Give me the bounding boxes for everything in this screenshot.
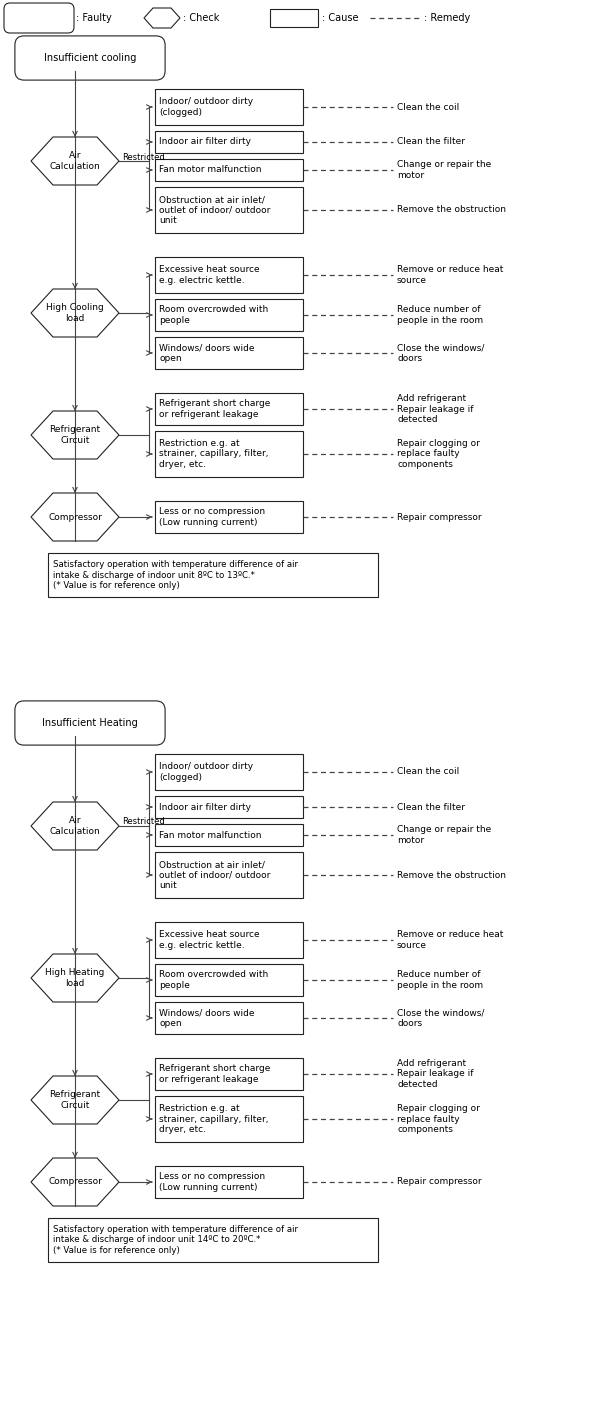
Text: Windows/ doors wide
open: Windows/ doors wide open <box>159 343 254 362</box>
Bar <box>155 188 303 233</box>
Text: Less or no compression
(Low running current): Less or no compression (Low running curr… <box>159 1172 265 1191</box>
Polygon shape <box>31 137 119 185</box>
Text: Clean the filter: Clean the filter <box>397 802 465 812</box>
Text: Compressor: Compressor <box>48 1177 102 1186</box>
Bar <box>155 501 303 533</box>
Text: Add refrigerant
Repair leakage if
detected: Add refrigerant Repair leakage if detect… <box>397 1059 473 1089</box>
Text: Refrigerant
Circuit: Refrigerant Circuit <box>50 426 101 444</box>
Text: Repair compressor: Repair compressor <box>397 1177 481 1186</box>
Text: Indoor air filter dirty: Indoor air filter dirty <box>159 802 251 812</box>
Text: Excessive heat source
e.g. electric kettle.: Excessive heat source e.g. electric kett… <box>159 265 260 285</box>
Polygon shape <box>31 802 119 850</box>
Text: Close the windows/
doors: Close the windows/ doors <box>397 1008 484 1028</box>
Text: Repair clogging or
replace faulty
components: Repair clogging or replace faulty compon… <box>397 439 480 470</box>
Text: Satisfactory operation with temperature difference of air
intake & discharge of : Satisfactory operation with temperature … <box>53 1225 298 1255</box>
Polygon shape <box>31 1158 119 1206</box>
Text: Clean the coil: Clean the coil <box>397 767 459 777</box>
Text: Room overcrowded with
people: Room overcrowded with people <box>159 306 268 324</box>
Text: Restriction e.g. at
strainer, capillary, filter,
dryer, etc.: Restriction e.g. at strainer, capillary,… <box>159 1104 268 1134</box>
Text: Fan motor malfunction: Fan motor malfunction <box>159 165 262 175</box>
Bar <box>155 1058 303 1090</box>
Text: Indoor air filter dirty: Indoor air filter dirty <box>159 138 251 147</box>
Text: Remove the obstruction: Remove the obstruction <box>397 206 506 214</box>
Text: Remove the obstruction: Remove the obstruction <box>397 870 506 880</box>
Text: Clean the coil: Clean the coil <box>397 103 459 111</box>
FancyBboxPatch shape <box>15 701 165 744</box>
Bar <box>155 754 303 790</box>
Polygon shape <box>31 289 119 337</box>
Text: Add refrigerant
Repair leakage if
detected: Add refrigerant Repair leakage if detect… <box>397 395 473 424</box>
Text: Obstruction at air inlet/
outlet of indoor/ outdoor
unit: Obstruction at air inlet/ outlet of indo… <box>159 195 270 226</box>
Text: Windows/ doors wide
open: Windows/ doors wide open <box>159 1008 254 1028</box>
Text: : Remedy: : Remedy <box>424 13 470 23</box>
Text: Insufficient cooling: Insufficient cooling <box>44 54 136 63</box>
Text: Obstruction at air inlet/
outlet of indoor/ outdoor
unit: Obstruction at air inlet/ outlet of indo… <box>159 860 270 890</box>
Bar <box>155 431 303 477</box>
Bar <box>155 393 303 424</box>
Text: Room overcrowded with
people: Room overcrowded with people <box>159 970 268 990</box>
Text: Remove or reduce heat
source: Remove or reduce heat source <box>397 265 503 285</box>
FancyBboxPatch shape <box>15 35 165 80</box>
Bar <box>155 964 303 995</box>
Bar <box>155 159 303 180</box>
Text: Restricted: Restricted <box>122 818 165 826</box>
Text: Close the windows/
doors: Close the windows/ doors <box>397 343 484 362</box>
Bar <box>155 1003 303 1034</box>
Text: High Cooling
load: High Cooling load <box>46 303 104 323</box>
Polygon shape <box>144 8 180 28</box>
Text: High Heating
load: High Heating load <box>45 969 105 987</box>
Bar <box>155 1096 303 1142</box>
Text: Reduce number of
people in the room: Reduce number of people in the room <box>397 306 483 324</box>
Text: Change or repair the
motor: Change or repair the motor <box>397 825 491 845</box>
Text: Fan motor malfunction: Fan motor malfunction <box>159 830 262 839</box>
Bar <box>155 797 303 818</box>
Polygon shape <box>31 493 119 541</box>
Text: Less or no compression
(Low running current): Less or no compression (Low running curr… <box>159 508 265 527</box>
Text: Compressor: Compressor <box>48 512 102 522</box>
Text: Restriction e.g. at
strainer, capillary, filter,
dryer, etc.: Restriction e.g. at strainer, capillary,… <box>159 439 268 470</box>
Text: Repair clogging or
replace faulty
components: Repair clogging or replace faulty compon… <box>397 1104 480 1134</box>
Text: Refrigerant
Circuit: Refrigerant Circuit <box>50 1090 101 1110</box>
Text: : Faulty: : Faulty <box>76 13 112 23</box>
Bar <box>155 852 303 898</box>
FancyBboxPatch shape <box>4 3 74 32</box>
Text: Air
Calculation: Air Calculation <box>50 816 100 836</box>
Polygon shape <box>31 1076 119 1124</box>
Text: Repair compressor: Repair compressor <box>397 512 481 522</box>
Text: Restricted: Restricted <box>122 152 165 162</box>
Bar <box>155 89 303 125</box>
Bar <box>155 337 303 369</box>
Text: Air
Calculation: Air Calculation <box>50 151 100 171</box>
Text: Refrigerant short charge
or refrigerant leakage: Refrigerant short charge or refrigerant … <box>159 1065 270 1084</box>
Text: Reduce number of
people in the room: Reduce number of people in the room <box>397 970 483 990</box>
Bar <box>155 823 303 846</box>
Text: : Cause: : Cause <box>322 13 359 23</box>
Bar <box>270 8 318 27</box>
Bar <box>155 922 303 957</box>
Bar <box>155 299 303 331</box>
Bar <box>155 257 303 293</box>
Bar <box>48 553 378 596</box>
Text: Excessive heat source
e.g. electric kettle.: Excessive heat source e.g. electric kett… <box>159 931 260 950</box>
Bar <box>48 1218 378 1262</box>
Bar <box>155 131 303 154</box>
Text: Clean the filter: Clean the filter <box>397 138 465 147</box>
Polygon shape <box>31 410 119 460</box>
Text: Indoor/ outdoor dirty
(clogged): Indoor/ outdoor dirty (clogged) <box>159 97 253 117</box>
Bar <box>155 1166 303 1198</box>
Text: Satisfactory operation with temperature difference of air
intake & discharge of : Satisfactory operation with temperature … <box>53 560 298 589</box>
Text: Remove or reduce heat
source: Remove or reduce heat source <box>397 931 503 950</box>
Text: Refrigerant short charge
or refrigerant leakage: Refrigerant short charge or refrigerant … <box>159 399 270 419</box>
Text: Indoor/ outdoor dirty
(clogged): Indoor/ outdoor dirty (clogged) <box>159 763 253 781</box>
Text: Change or repair the
motor: Change or repair the motor <box>397 161 491 179</box>
Text: Insufficient Heating: Insufficient Heating <box>42 718 138 728</box>
Polygon shape <box>31 955 119 1003</box>
Text: : Check: : Check <box>183 13 219 23</box>
